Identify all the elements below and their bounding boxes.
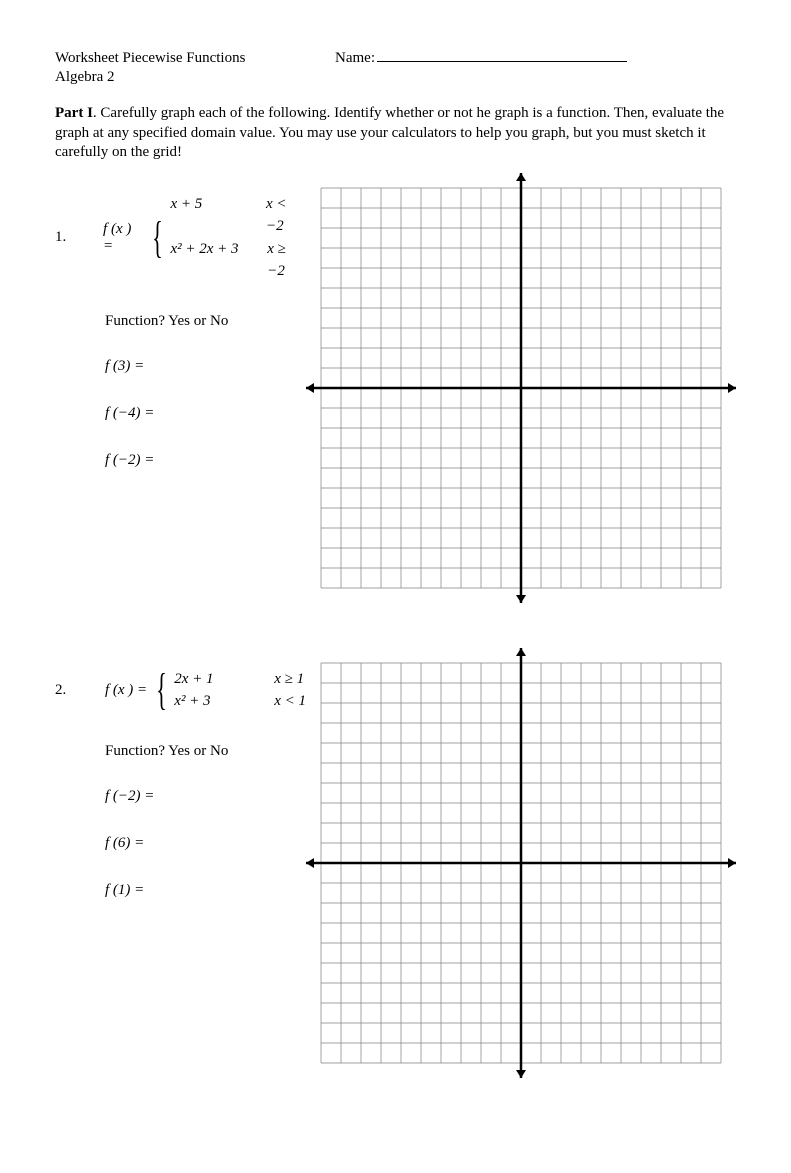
worksheet-title: Worksheet Piecewise Functions [55, 50, 335, 67]
part-label: Part I [55, 105, 93, 121]
problem-2-text: 2. f (x ) = { 2x + 1 x ≥ 1 x² + 3 x < 1 … [55, 648, 306, 929]
eval-prompt: f (−2) = [105, 452, 306, 469]
function-question: Function? Yes or No [105, 313, 306, 330]
name-field: Name: [335, 50, 627, 67]
header: Worksheet Piecewise Functions Name: [55, 50, 736, 67]
case-expr: x + 5 [170, 193, 266, 238]
eval-prompt: f (3) = [105, 358, 306, 375]
brace-icon: { [153, 220, 164, 255]
eval-prompt: f (1) = [105, 882, 306, 899]
name-blank-line[interactable] [377, 61, 627, 62]
function-question: Function? Yes or No [105, 743, 306, 760]
problem-1-text: 1. f (x ) = { x + 5 x < −2 x² + 2x + 3 x… [55, 173, 306, 499]
problem-2: 2. f (x ) = { 2x + 1 x ≥ 1 x² + 3 x < 1 … [55, 648, 736, 1083]
brace-icon: { [156, 672, 167, 707]
coordinate-grid-1 [306, 173, 736, 608]
problem-number: 2. [55, 682, 105, 699]
part-text: . Carefully graph each of the following.… [55, 105, 724, 160]
eval-prompt: f (6) = [105, 835, 306, 852]
case-expr: x² + 2x + 3 [170, 238, 267, 283]
func-lhs: f (x ) = [105, 682, 147, 699]
instructions: Part I. Carefully graph each of the foll… [55, 104, 736, 163]
case-cond: x < −2 [266, 193, 306, 238]
problem-1: 1. f (x ) = { x + 5 x < −2 x² + 2x + 3 x… [55, 173, 736, 608]
coordinate-grid-2 [306, 648, 736, 1083]
case-cond: x ≥ −2 [267, 238, 306, 283]
name-label: Name: [335, 50, 375, 67]
course-name: Algebra 2 [55, 69, 736, 86]
case-cond: x < 1 [274, 690, 306, 713]
func-lhs: f (x ) = [103, 221, 143, 255]
eval-prompt: f (−2) = [105, 788, 306, 805]
function-definition: f (x ) = { 2x + 1 x ≥ 1 x² + 3 x < 1 [105, 668, 306, 713]
function-definition: f (x ) = { x + 5 x < −2 x² + 2x + 3 x ≥ … [103, 193, 306, 283]
eval-prompt: f (−4) = [105, 405, 306, 422]
problem-number: 1. [55, 229, 103, 246]
case-expr: 2x + 1 [174, 668, 274, 691]
case-cond: x ≥ 1 [274, 668, 304, 691]
case-expr: x² + 3 [174, 690, 274, 713]
